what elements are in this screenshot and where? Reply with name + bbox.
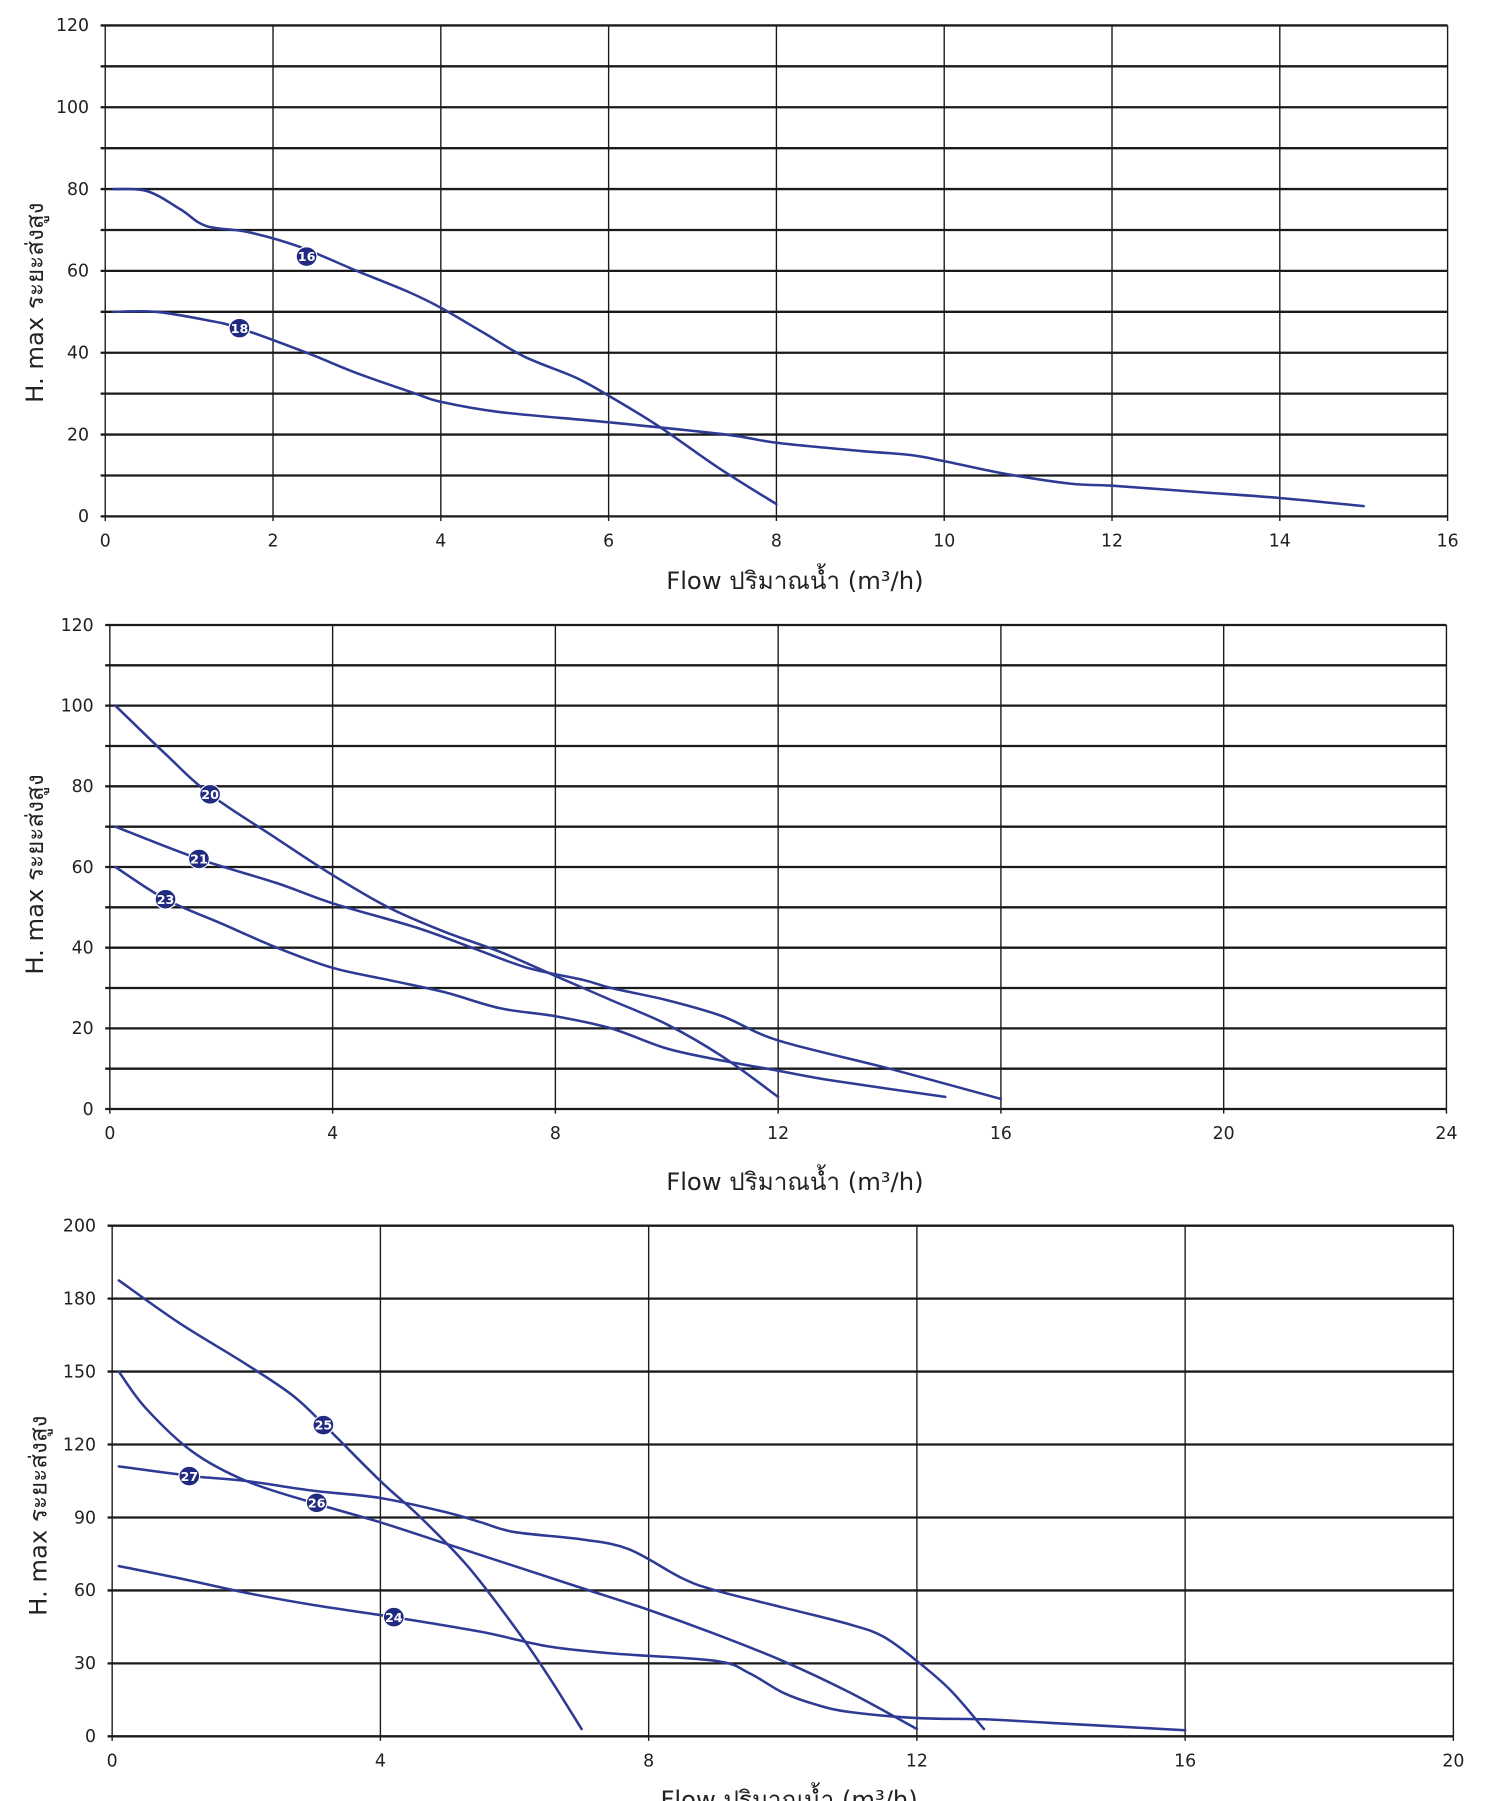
curve-label-badge: 27 [178,1465,201,1487]
x-axis-label: Flow ปริมาณน้ำ (m³/h) [666,1164,923,1196]
badge-circle [295,246,318,267]
curve-27 [117,1465,986,1731]
y-axis-label: H. max ระยะส่งสูง [20,774,50,974]
x-tick-label: 8 [643,1751,654,1771]
y-tick-label: 0 [78,507,89,527]
curve-label-badge: 25 [312,1414,335,1436]
curve-label-badge: 18 [228,317,251,339]
y-tick-label: 100 [56,98,89,118]
y-tick-label: 90 [74,1508,96,1528]
curve-16 [112,187,778,506]
x-tick-label: 0 [104,1124,115,1144]
curve-26 [117,1370,919,1731]
y-tick-label: 60 [74,1581,96,1601]
y-tick-label: 120 [56,16,89,36]
curve-label-badge: 23 [154,888,177,910]
x-tick-label: 24 [1435,1124,1457,1144]
x-tick-label: 16 [1174,1751,1196,1771]
x-tick-label: 4 [375,1751,386,1771]
y-tick-label: 20 [67,425,89,445]
curve-label: 18 [231,321,249,336]
y-tick-label: 60 [67,262,89,282]
x-tick-label: 20 [1213,1124,1235,1144]
y-tick-label: 40 [72,938,94,958]
x-tick-label: 16 [990,1124,1012,1144]
x-tick-label: 0 [107,1751,118,1771]
badge-circle [178,1465,201,1487]
y-tick-label: 60 [72,858,94,878]
badge-circle [382,1606,405,1628]
curve-label-badge: 26 [305,1492,328,1514]
y-axis-label: H. max ระยะส่งสูง [20,202,50,402]
curve-label-badge: 24 [382,1606,405,1628]
y-tick-label: 200 [63,1216,96,1236]
curve-20 [114,704,780,1099]
badge-circle [154,888,177,910]
curve-25 [117,1279,583,1731]
x-tick-label: 8 [771,531,782,551]
curve-23 [114,865,947,1099]
badge-circle [312,1414,335,1436]
x-tick-label: 20 [1442,1751,1464,1771]
x-tick-label: 14 [1269,531,1291,551]
y-tick-label: 80 [72,777,94,797]
x-axis-label: Flow ปริมาณน้ำ (m³/h) [660,1782,917,1801]
y-tick-label: 80 [67,180,89,200]
y-tick-label: 40 [67,344,89,364]
x-axis-label: Flow ปริมาณน้ำ (m³/h) [666,563,923,595]
y-tick-label: 150 [63,1362,96,1382]
x-tick-label: 2 [268,531,279,551]
x-tick-label: 6 [603,531,614,551]
curve-label: 20 [201,787,219,802]
x-tick-label: 12 [906,1751,928,1771]
y-tick-label: 0 [85,1727,96,1747]
curve-label: 16 [298,249,316,264]
badge-circle [305,1492,328,1514]
curve-label: 25 [315,1418,333,1433]
curve-label-badge: 20 [199,783,222,805]
curve-label-badge: 21 [187,848,210,870]
curve-21 [114,825,1003,1101]
badge-circle [187,848,210,870]
x-tick-label: 8 [550,1124,561,1144]
y-tick-label: 20 [72,1019,94,1039]
y-tick-label: 30 [74,1654,96,1674]
pump-chart-3: Flow ปริมาณน้ำ (m³/h) H. max ระยะส่งสูง … [23,1216,1464,1801]
y-axis-label: H. max ระยะส่งสูง [23,1415,53,1615]
curve-label: 24 [385,1610,403,1625]
y-tick-label: 120 [63,1435,96,1455]
curve-label: 26 [308,1496,326,1511]
badge-circle [199,783,222,805]
x-tick-label: 16 [1437,531,1459,551]
curve-label: 27 [180,1469,198,1484]
y-tick-label: 120 [61,616,94,636]
badge-circle [228,317,251,339]
x-tick-label: 12 [767,1124,789,1144]
curve-label: 23 [157,892,175,907]
pump-chart-1: Flow ปริมาณน้ำ (m³/h) H. max ระยะส่งสูง … [20,16,1459,595]
x-tick-label: 4 [435,531,446,551]
curve-24 [117,1564,1187,1732]
x-tick-label: 12 [1101,531,1123,551]
x-tick-label: 4 [327,1124,338,1144]
x-tick-label: 0 [100,531,111,551]
curve-label-badge: 16 [295,246,318,267]
curve-label: 21 [190,852,208,867]
y-tick-label: 0 [83,1100,94,1120]
pump-chart-2: Flow ปริมาณน้ำ (m³/h) H. max ระยะส่งสูง … [20,616,1458,1196]
y-tick-label: 180 [63,1289,96,1309]
y-tick-label: 100 [61,696,94,716]
curve-18 [112,309,1365,508]
x-tick-label: 10 [933,531,955,551]
